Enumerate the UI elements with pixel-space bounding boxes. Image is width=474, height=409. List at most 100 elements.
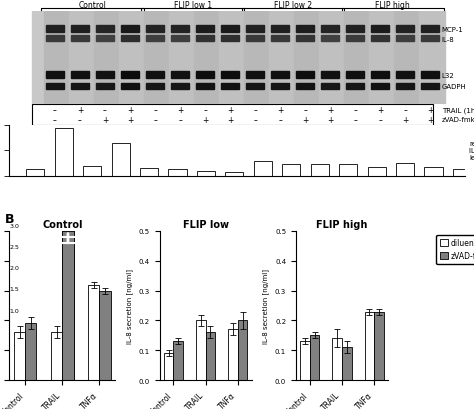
Text: –: – [103,106,107,115]
Bar [246,72,264,79]
Bar [140,169,158,176]
Text: –: – [303,106,307,115]
Bar [421,83,439,90]
Bar [146,36,164,42]
Bar [171,83,189,90]
Bar [346,26,365,33]
Bar [365,312,374,380]
Text: 2.0: 2.0 [9,265,19,270]
Bar [396,83,414,90]
Text: –: – [354,115,357,124]
Bar [228,330,238,380]
Text: –: – [53,115,57,124]
Bar [271,36,289,42]
Bar [96,83,114,90]
Bar [171,72,189,79]
Bar [310,336,319,380]
Bar [196,83,214,90]
Text: TRAIL (1h): TRAIL (1h) [442,108,474,114]
Bar [32,105,433,126]
Bar [271,72,289,79]
Text: +: + [402,115,409,124]
Text: +: + [177,106,183,115]
Bar [310,165,329,176]
Text: +: + [102,115,108,124]
Bar [96,36,114,42]
Y-axis label: IL-8 secretion [ng/ml]: IL-8 secretion [ng/ml] [127,268,133,343]
Text: –: – [378,115,382,124]
Bar [453,170,471,176]
Bar [369,12,395,105]
Bar [196,26,214,33]
Text: +: + [327,115,334,124]
Text: 1.0: 1.0 [9,308,19,313]
Bar [421,36,439,42]
Bar [424,168,443,176]
Bar [171,36,189,42]
Bar [196,321,206,380]
Text: –: – [53,106,57,115]
Text: FLIP low 1: FLIP low 1 [173,0,212,9]
Text: 3.0: 3.0 [9,223,19,228]
Text: +: + [127,115,133,124]
Bar [111,144,130,176]
Bar [421,72,439,79]
Bar [300,342,310,380]
Legend: diluent, zVAD-fmk: diluent, zVAD-fmk [436,235,474,264]
Text: –: – [78,115,82,124]
Bar [396,164,414,176]
Text: +: + [302,115,309,124]
Bar [296,26,314,33]
Text: 2.5: 2.5 [9,244,19,249]
Bar [46,72,64,79]
Text: 1.5: 1.5 [9,286,19,291]
Bar [254,161,272,176]
Text: –: – [153,106,157,115]
Bar [246,83,264,90]
Text: –: – [153,115,157,124]
Bar [238,321,247,380]
Text: relative
IL-8 mRNA
level: relative IL-8 mRNA level [469,141,474,161]
Bar [321,72,339,79]
Bar [374,312,384,380]
Bar [225,173,244,176]
Text: +: + [377,106,383,115]
Bar [367,168,386,176]
Bar [244,12,270,105]
Text: –: – [178,115,182,124]
Bar [146,72,164,79]
Bar [339,165,357,176]
Bar [168,170,187,176]
Bar [121,36,139,42]
Bar [46,36,64,42]
Bar [221,83,239,90]
Text: zVAD-fmk: zVAD-fmk [442,117,474,123]
Bar [371,72,390,79]
Bar [282,165,301,176]
Bar [296,36,314,42]
Bar [321,26,339,33]
Text: GADPH: GADPH [442,84,466,90]
Text: –: – [403,106,407,115]
Bar [71,36,89,42]
Bar [14,333,26,380]
Bar [371,83,390,90]
Bar [118,12,145,105]
Bar [396,36,414,42]
Bar [63,0,73,380]
Title: Control: Control [42,219,82,229]
Bar [319,12,345,105]
Bar [46,26,64,33]
Bar [421,26,439,33]
Bar [46,83,64,90]
Bar [321,83,339,90]
Bar [144,12,170,105]
Text: +: + [227,106,233,115]
Bar [100,291,110,380]
Bar [26,170,45,176]
Text: +: + [77,106,83,115]
Text: L32: L32 [442,73,455,79]
Bar [246,36,264,42]
Text: –: – [253,106,257,115]
Bar [96,72,114,79]
